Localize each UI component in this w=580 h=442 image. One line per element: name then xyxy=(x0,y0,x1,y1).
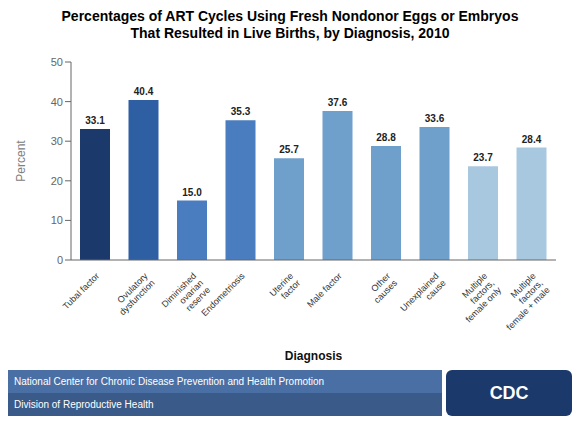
svg-text:Ovulatorydysfunction: Ovulatorydysfunction xyxy=(110,271,157,318)
svg-text:23.7: 23.7 xyxy=(473,152,493,163)
svg-text:50: 50 xyxy=(51,56,63,68)
svg-text:25.7: 25.7 xyxy=(279,144,299,155)
svg-text:20: 20 xyxy=(51,175,63,187)
svg-text:Multiplefactors,female + male: Multiplefactors,female + male xyxy=(490,271,551,332)
svg-text:35.3: 35.3 xyxy=(231,106,251,117)
svg-text:15.0: 15.0 xyxy=(182,187,202,198)
svg-text:40.4: 40.4 xyxy=(134,86,154,97)
svg-text:28.8: 28.8 xyxy=(376,132,396,143)
svg-text:37.6: 37.6 xyxy=(328,97,348,108)
svg-text:10: 10 xyxy=(51,214,63,226)
svg-text:Male factor: Male factor xyxy=(305,271,344,310)
svg-text:28.4: 28.4 xyxy=(522,134,542,145)
svg-text:0: 0 xyxy=(57,254,63,266)
svg-text:Unexplainedcause: Unexplainedcause xyxy=(398,271,447,320)
svg-text:40: 40 xyxy=(51,96,63,108)
svg-text:Tubal factor: Tubal factor xyxy=(61,271,101,311)
svg-text:Diagnosis: Diagnosis xyxy=(285,349,343,363)
svg-text:30: 30 xyxy=(51,135,63,147)
svg-text:Percent: Percent xyxy=(14,140,28,182)
svg-text:Othercauses: Othercauses xyxy=(365,271,400,306)
svg-text:33.1: 33.1 xyxy=(85,115,105,126)
svg-text:Uterinefactor: Uterinefactor xyxy=(268,271,303,306)
svg-text:Multiplefactors,female only: Multiplefactors,female only xyxy=(450,271,504,325)
svg-text:Endometriosis: Endometriosis xyxy=(199,271,247,319)
svg-text:33.6: 33.6 xyxy=(425,113,445,124)
